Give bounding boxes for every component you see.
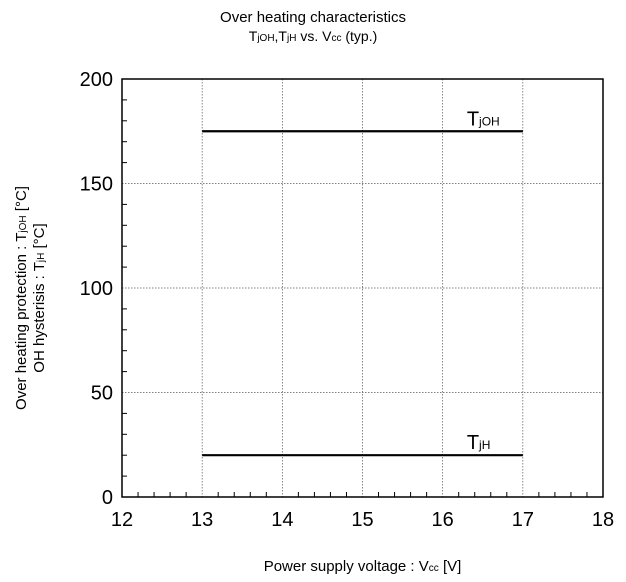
grid-lines <box>122 79 603 497</box>
y-axis-label-line1: Over heating protection : TjOH [°C] <box>13 186 30 410</box>
x-tick-labels: 12 13 14 15 16 17 18 <box>111 509 614 531</box>
xlabel-part-main: Power supply voltage : V <box>264 558 429 575</box>
x-tick-label: 12 <box>111 509 133 531</box>
subtitle-part-sub1: jOH <box>257 33 275 44</box>
ylabel1-part-unit: [°C] <box>13 186 30 215</box>
x-tick-label: 14 <box>271 509 293 531</box>
subtitle-part-sub3: cc <box>331 33 342 44</box>
x-tick-label: 17 <box>512 509 534 531</box>
y-tick-label: 100 <box>80 278 113 300</box>
subtitle-part-t2: ,T <box>274 28 287 44</box>
series-label-jh: TjH <box>467 432 491 454</box>
xlabel-part-sub: cc <box>429 563 439 574</box>
x-tick-label: 16 <box>432 509 454 531</box>
minor-ticks <box>122 99 588 497</box>
plot-area-frame <box>121 78 604 498</box>
chart-title: Over heating characteristics <box>220 9 406 26</box>
xlabel-part-unit: [V] <box>439 558 462 575</box>
subtitle-part-vs: vs. V <box>296 28 332 44</box>
ylabel1-part-sub: jOH <box>18 215 29 233</box>
y-tick-label: 200 <box>80 69 113 91</box>
ylabel2-part-unit: [°C] <box>31 223 48 252</box>
series-label-joh: TjOH <box>467 108 500 130</box>
x-tick-label: 18 <box>592 509 614 531</box>
x-tick-label: 13 <box>191 509 213 531</box>
ylabel1-part-main: Over heating protection : T <box>13 233 30 410</box>
subtitle-part-typ: (typ.) <box>341 28 378 44</box>
y-tick-label: 0 <box>102 487 113 509</box>
x-tick-label: 15 <box>351 509 373 531</box>
ylabel2-part-sub: jH <box>36 253 47 263</box>
y-axis-label-line2: OH hysterisis : TjH [°C] <box>31 223 48 372</box>
subtitle-part-t1: T <box>248 28 258 44</box>
y-tick-label: 50 <box>91 383 113 405</box>
y-axis-label: Over heating protection : TjOH [°C] OH h… <box>13 186 48 410</box>
ylabel2-part-main: OH hysterisis : T <box>31 262 48 373</box>
x-axis-label: Power supply voltage : Vcc [V] <box>264 558 462 575</box>
y-tick-label: 150 <box>80 174 113 196</box>
chart-subtitle: TjOH,TjH vs. Vcc (typ.) <box>0 28 626 44</box>
y-tick-labels: 0 50 100 150 200 <box>80 69 113 509</box>
series-lines: TjOH TjH <box>202 108 523 457</box>
subtitle-part-sub2: jH <box>287 33 297 44</box>
